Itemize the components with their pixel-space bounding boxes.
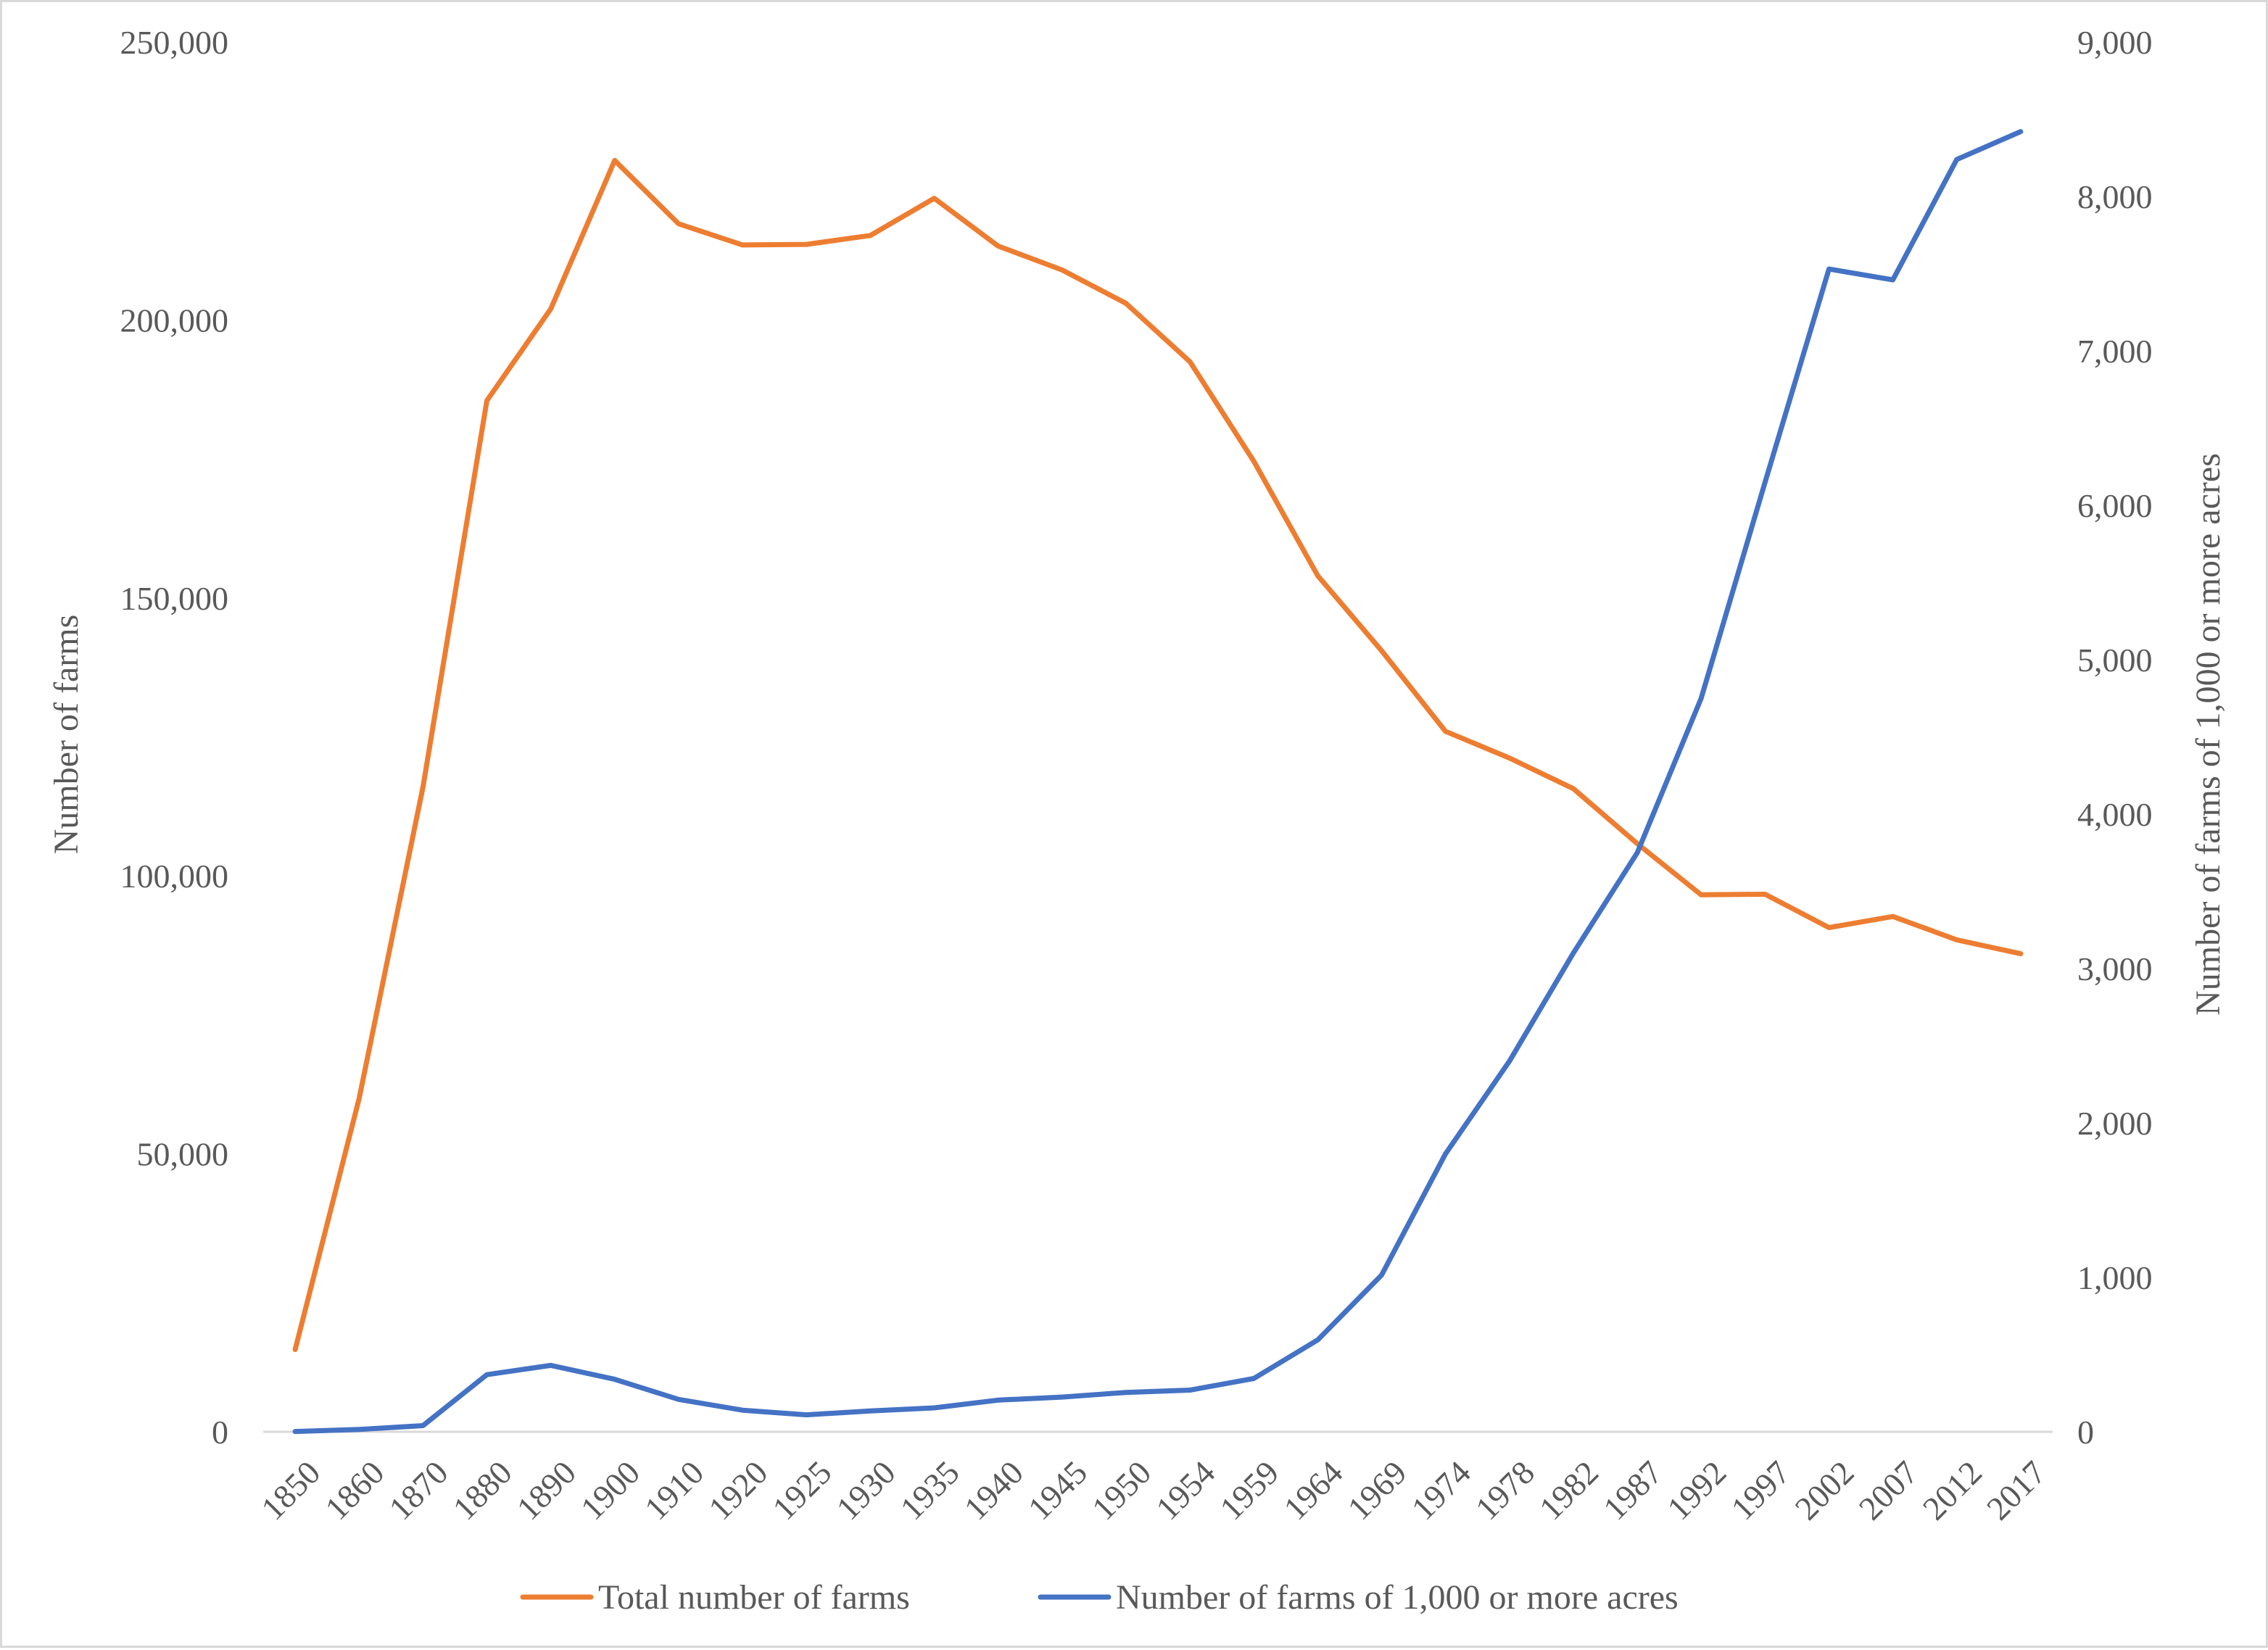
x-tick-label: 1870 [382, 1454, 455, 1527]
y-tick-label-right: 5,000 [2077, 642, 2153, 679]
x-tick-label: 1978 [1468, 1454, 1541, 1527]
x-tick-label: 1950 [1085, 1454, 1158, 1527]
y-tick-label-right: 2,000 [2077, 1105, 2153, 1142]
x-tick-label: 1900 [574, 1454, 647, 1527]
x-tick-label: 1997 [1724, 1454, 1797, 1527]
series-line-total-farms [292, 157, 2024, 1352]
y-tick-label-left: 250,000 [120, 24, 229, 61]
x-tick-label: 1974 [1404, 1454, 1478, 1527]
x-tick-label: 1945 [1021, 1454, 1094, 1527]
y-tick-label-left: 200,000 [120, 302, 229, 339]
x-tick-label: 1930 [829, 1454, 903, 1527]
x-tick-label: 1992 [1660, 1454, 1733, 1527]
x-tick-label: 1959 [1212, 1454, 1286, 1527]
x-tick-label: 1987 [1596, 1454, 1669, 1527]
y-axis-title-left: Number of farms [47, 615, 86, 855]
y-tick-label-right: 8,000 [2077, 178, 2153, 215]
x-tick-label: 2002 [1788, 1454, 1861, 1527]
y-tick-label-left: 100,000 [120, 858, 229, 895]
x-tick-label: 1954 [1149, 1454, 1222, 1527]
x-tick-label: 1964 [1277, 1454, 1350, 1527]
x-tick-label: 2007 [1852, 1454, 1925, 1527]
x-tick-label: 1850 [254, 1454, 327, 1527]
y-tick-label-right: 6,000 [2077, 487, 2153, 524]
x-tick-label: 1890 [510, 1454, 583, 1527]
y-tick-label-right: 7,000 [2077, 333, 2153, 370]
series-line-large-farms [292, 129, 2024, 1435]
x-tick-label: 1982 [1532, 1454, 1605, 1527]
y-tick-label-right: 3,000 [2077, 950, 2153, 987]
x-tick-label: 1910 [637, 1454, 711, 1527]
legend-label: Total number of farms [598, 1578, 910, 1617]
y-tick-label-left: 0 [212, 1414, 228, 1451]
x-tick-label: 1860 [318, 1454, 391, 1527]
y-tick-label-right: 9,000 [2077, 24, 2153, 61]
x-tick-label: 1925 [765, 1454, 838, 1527]
y-tick-label-left: 50,000 [137, 1136, 229, 1173]
x-tick-label: 2017 [1979, 1454, 2053, 1527]
y-tick-label-right: 1,000 [2077, 1259, 2153, 1296]
x-tick-label: 1935 [893, 1454, 967, 1527]
y-axis-title-right: Number of farms of 1,000 or more acres [2189, 453, 2227, 1016]
x-tick-label: 2012 [1916, 1454, 1989, 1527]
x-tick-label: 1920 [701, 1454, 774, 1527]
y-tick-label-right: 0 [2077, 1414, 2094, 1451]
x-tick-label: 1880 [446, 1454, 519, 1527]
x-tick-label: 1940 [957, 1454, 1030, 1527]
y-tick-label-left: 150,000 [120, 580, 229, 617]
x-tick-label: 1969 [1341, 1454, 1414, 1527]
legend-label: Number of farms of 1,000 or more acres [1116, 1578, 1679, 1617]
y-tick-label-right: 4,000 [2077, 796, 2153, 833]
